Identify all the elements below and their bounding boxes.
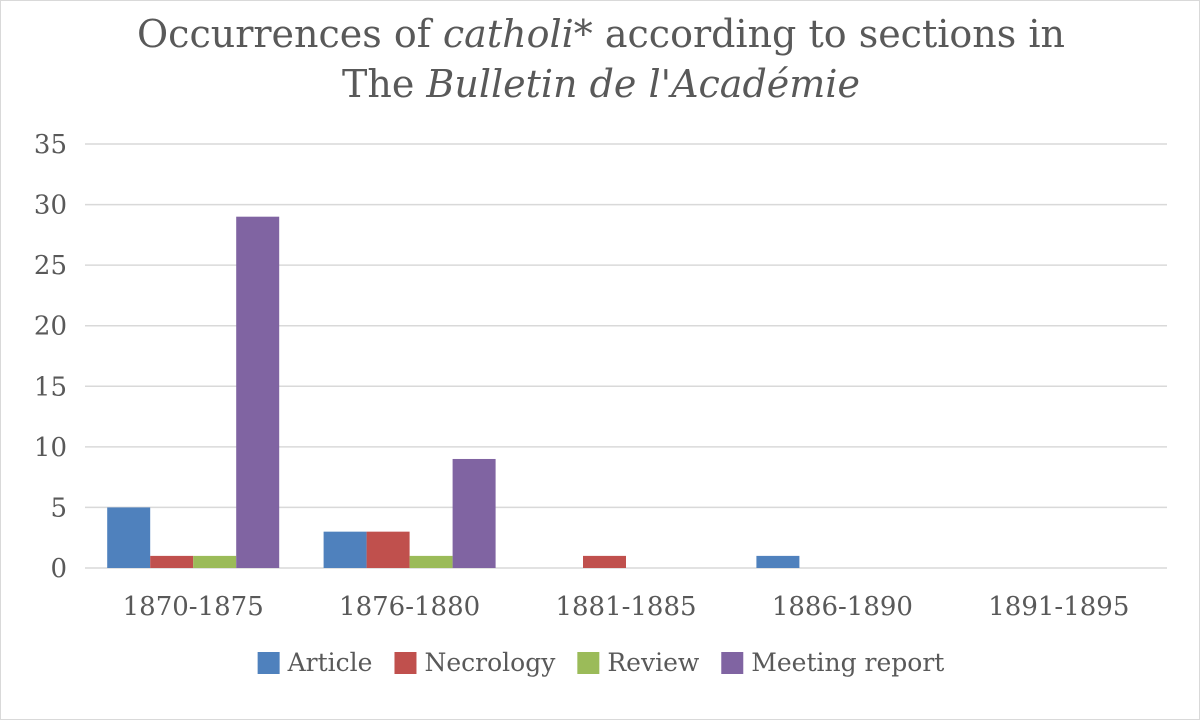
title-part: catholi* bbox=[442, 12, 593, 56]
y-tick-label: 20 bbox=[34, 312, 67, 342]
bar-necrology bbox=[583, 555, 626, 568]
y-tick-label: 5 bbox=[50, 493, 67, 523]
x-tick-label: 1891-1895 bbox=[988, 592, 1129, 622]
bar-review bbox=[409, 555, 453, 568]
x-tick-label: 1886-1890 bbox=[772, 592, 913, 622]
bar-article bbox=[323, 531, 367, 568]
bar-review bbox=[193, 555, 237, 568]
bar-article bbox=[107, 507, 151, 568]
y-tick-label: 15 bbox=[34, 372, 67, 402]
title-part: Occurrences of bbox=[137, 12, 443, 56]
y-tick-label: 10 bbox=[34, 433, 67, 463]
bar-necrology bbox=[366, 531, 410, 568]
legend-label: Necrology bbox=[424, 648, 556, 677]
x-tick-label: 1876-1880 bbox=[339, 592, 480, 622]
legend-swatch bbox=[721, 652, 744, 674]
bar-necrology bbox=[150, 555, 194, 568]
y-tick-label: 25 bbox=[34, 251, 67, 281]
x-tick-label: 1881-1885 bbox=[555, 592, 696, 622]
legend-swatch bbox=[394, 652, 417, 674]
legend-label: Review bbox=[607, 648, 700, 677]
y-tick-label: 0 bbox=[50, 554, 67, 584]
y-tick-label: 35 bbox=[34, 130, 67, 160]
y-tick-label: 30 bbox=[34, 191, 67, 221]
legend-swatch bbox=[577, 652, 600, 674]
title-part: according to sections in bbox=[592, 12, 1065, 56]
bar-meeting-report bbox=[236, 216, 280, 568]
title-part: The bbox=[342, 62, 427, 106]
x-tick-label: 1870-1875 bbox=[123, 592, 264, 622]
bar-meeting-report bbox=[452, 458, 496, 568]
title-part: Bulletin de l'Académie bbox=[426, 62, 860, 106]
bar-article bbox=[756, 555, 800, 568]
legend-swatch bbox=[257, 652, 280, 674]
legend-label: Meeting report bbox=[751, 648, 944, 677]
legend-label: Article bbox=[287, 648, 373, 677]
chart-title: Occurrences of catholi* according to sec… bbox=[1, 9, 1200, 109]
